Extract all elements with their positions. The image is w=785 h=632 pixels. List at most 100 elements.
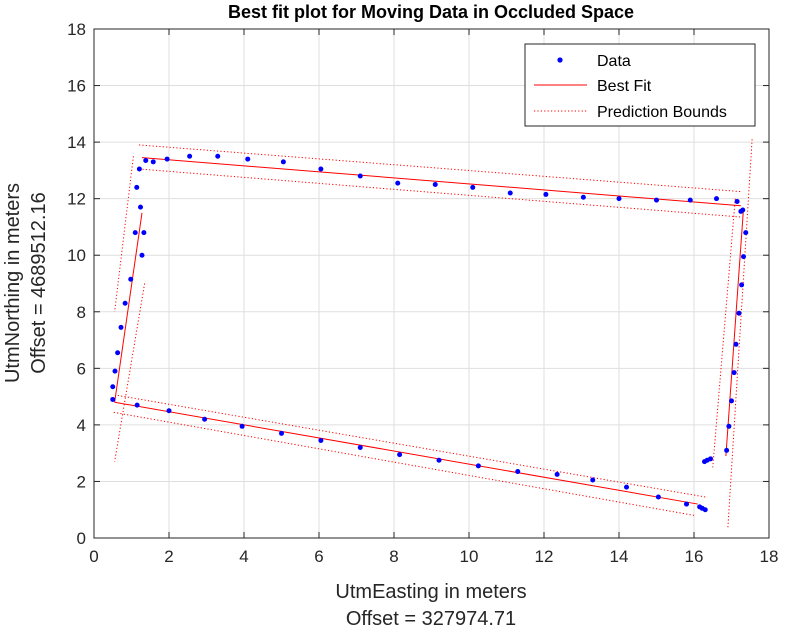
x-tick-label: 0: [89, 547, 98, 566]
legend-data-label: Data: [597, 53, 631, 70]
data-point: [138, 204, 143, 210]
data-point: [731, 370, 737, 376]
data-point: [134, 184, 140, 190]
data-point: [684, 501, 689, 507]
y-axis-label: UtmNorthing in meters: [2, 183, 24, 383]
prediction-bound-line: [727, 139, 753, 530]
data-point: [580, 194, 586, 200]
data-point: [736, 310, 742, 316]
data-point: [741, 254, 746, 260]
data-point: [166, 408, 172, 414]
y-tick-label: 0: [77, 529, 86, 548]
prediction-bound-line: [114, 156, 134, 312]
data-point: [726, 423, 732, 429]
x-axis-offset-label: Offset = 327974.71: [346, 608, 516, 630]
data-point: [432, 182, 438, 188]
data-point: [543, 191, 549, 197]
data-point: [624, 484, 629, 490]
best-fit-line: [114, 401, 698, 505]
legend-fit-label: Best Fit: [597, 78, 652, 95]
data-point: [436, 457, 442, 463]
data-point: [470, 184, 476, 190]
data-point: [110, 384, 116, 390]
y-tick-label: 8: [77, 303, 86, 322]
data-point: [743, 230, 749, 236]
best-fit-line: [141, 157, 741, 207]
data-point: [141, 230, 147, 236]
x-tick-label: 16: [685, 547, 704, 566]
y-tick-label: 14: [67, 133, 86, 152]
chart-title: Best fit plot for Moving Data in Occlude…: [228, 2, 634, 22]
data-point: [475, 463, 481, 469]
data-point: [397, 452, 403, 458]
legend: Data Best Fit Prediction Bounds: [524, 43, 756, 127]
y-tick-label: 16: [67, 77, 86, 96]
data-point: [143, 157, 149, 163]
best-fit-line: [114, 212, 143, 403]
data-point: [714, 196, 719, 202]
data-point: [590, 477, 596, 483]
data-point: [729, 398, 734, 404]
data-point: [134, 402, 140, 408]
data-point: [357, 445, 363, 451]
data-point: [118, 324, 124, 330]
data-point: [697, 504, 703, 510]
data-point: [318, 437, 324, 443]
y-tick-label: 2: [77, 472, 86, 491]
best-fit-series: [114, 157, 744, 505]
data-point: [280, 159, 286, 165]
data-point: [515, 469, 521, 475]
prediction-bound-line: [712, 198, 736, 468]
best-fit-line: [725, 208, 744, 457]
x-tick-label: 6: [314, 547, 323, 566]
data-point: [187, 153, 193, 159]
prediction-bound-line: [114, 283, 146, 462]
data-point: [357, 173, 363, 179]
data-point: [112, 368, 118, 374]
data-point: [128, 276, 134, 282]
data-point: [150, 159, 156, 165]
data-point: [132, 230, 138, 236]
data-point: [733, 341, 739, 347]
y-tick-label: 12: [67, 190, 86, 209]
x-axis-label: UtmEasting in meters: [335, 581, 526, 603]
data-point: [164, 156, 170, 162]
data-point: [702, 459, 707, 465]
x-tick-label: 2: [164, 547, 173, 566]
x-axis-ticks: 0 2 4 6 8 10 12 14 16 18: [89, 29, 778, 566]
data-point: [507, 190, 513, 196]
data-point: [239, 423, 245, 429]
data-point: [616, 196, 622, 202]
data-point: [655, 494, 661, 500]
y-axis-offset-label: Offset = 4689512.16: [28, 192, 50, 373]
data-point: [122, 300, 128, 306]
data-point: [245, 156, 251, 162]
data-point: [724, 447, 730, 453]
y-tick-label: 10: [67, 246, 86, 265]
data-point: [202, 416, 208, 422]
data-point: [318, 166, 324, 172]
data-point: [110, 396, 116, 402]
data-point: [734, 198, 740, 204]
legend-data-marker: [557, 57, 563, 63]
data-point: [279, 430, 284, 436]
prediction-bounds-series: [112, 139, 753, 530]
legend-bounds-label: Prediction Bounds: [597, 104, 727, 121]
y-tick-label: 4: [77, 416, 86, 435]
y-tick-label: 18: [67, 20, 86, 39]
y-axis-ticks: 0 2 4 6 8 10 12 14 16 18: [67, 20, 769, 548]
x-tick-label: 4: [239, 547, 248, 566]
x-tick-label: 12: [535, 547, 554, 566]
data-point: [215, 153, 221, 159]
data-point: [115, 350, 121, 356]
data-point: [395, 180, 401, 186]
x-tick-label: 18: [760, 547, 779, 566]
x-tick-label: 14: [610, 547, 629, 566]
data-point: [554, 471, 560, 477]
data-point: [136, 166, 142, 172]
prediction-bound-line: [116, 394, 706, 498]
data-point: [139, 252, 145, 258]
x-tick-label: 10: [460, 547, 479, 566]
x-tick-label: 8: [389, 547, 398, 566]
